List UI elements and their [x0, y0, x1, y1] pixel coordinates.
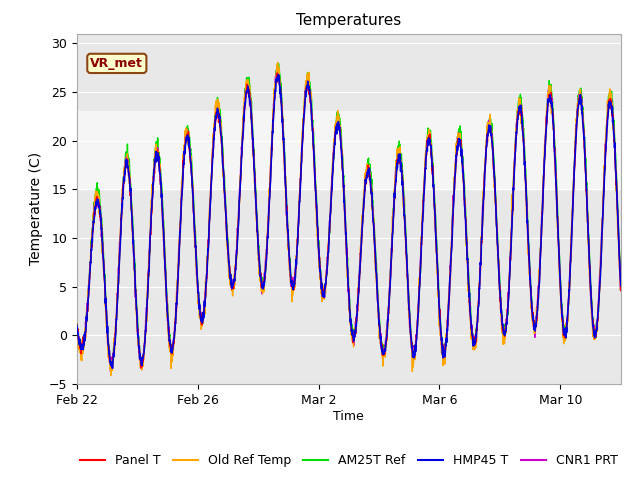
Legend: Panel T, Old Ref Temp, AM25T Ref, HMP45 T, CNR1 PRT: Panel T, Old Ref Temp, AM25T Ref, HMP45 …: [75, 449, 623, 472]
Bar: [77, 111, 621, 189]
Title: Temperatures: Temperatures: [296, 13, 401, 28]
Y-axis label: Temperature (C): Temperature (C): [29, 152, 43, 265]
X-axis label: Time: Time: [333, 409, 364, 422]
Text: VR_met: VR_met: [90, 57, 143, 70]
